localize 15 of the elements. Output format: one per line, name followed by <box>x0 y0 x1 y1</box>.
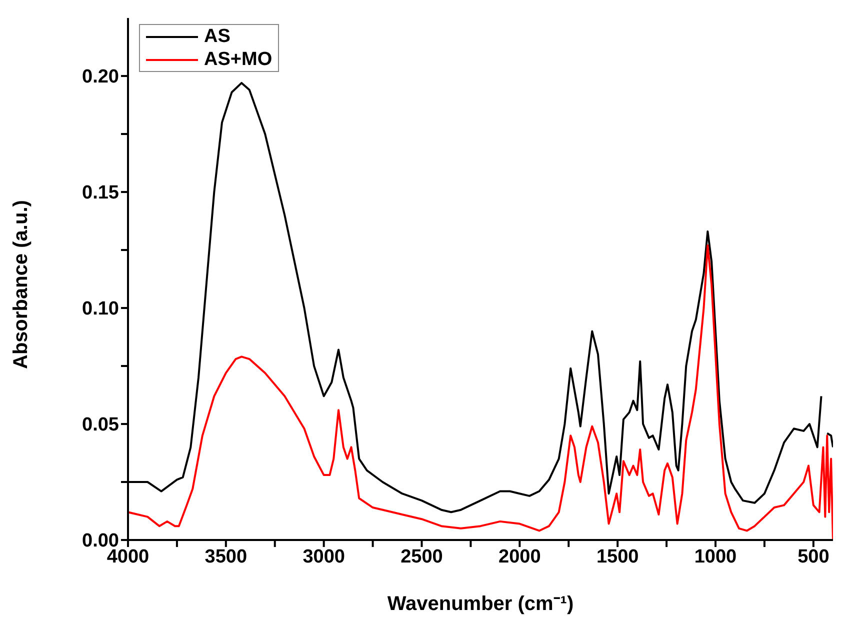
x-tick-label: 2500 <box>400 546 443 568</box>
x-tick-label: 1500 <box>596 546 639 568</box>
x-axis-title: Wavenumber (cm⁻¹) <box>387 593 574 615</box>
x-tick-label: 500 <box>798 546 830 568</box>
x-tick-label: 1000 <box>694 546 737 568</box>
y-tick-label: 0.15 <box>82 182 120 204</box>
y-axis-title: Absorbance (a.u.) <box>10 200 32 369</box>
x-tick-label: 3000 <box>302 546 345 568</box>
y-tick-label: 0.10 <box>82 298 119 320</box>
legend-label: AS <box>204 25 230 48</box>
y-tick-label: 0.05 <box>82 414 120 436</box>
x-tick-label: 2000 <box>498 546 541 568</box>
y-tick-label: 0.20 <box>82 66 119 88</box>
x-tick-label: 3500 <box>204 546 248 568</box>
legend-label: AS+MO <box>204 48 272 71</box>
